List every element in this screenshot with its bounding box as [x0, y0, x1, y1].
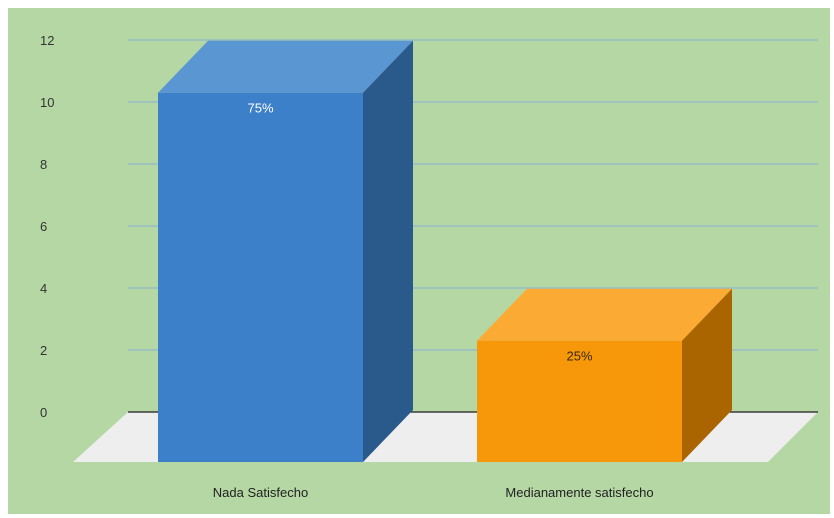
bar-side [363, 40, 413, 462]
bar-front [477, 340, 682, 462]
labels: 75% Nada Satisfecho 25% Medianamente satisf… [213, 101, 654, 500]
x-category-label: Medianamente satisfecho [505, 485, 653, 500]
bars [158, 40, 732, 462]
bar-top [158, 40, 413, 93]
y-axis: 0 2 4 6 8 10 12 [40, 33, 54, 420]
y-tick-label: 2 [40, 343, 47, 358]
y-tick-label: 0 [40, 405, 47, 420]
y-tick-label: 10 [40, 95, 54, 110]
bar-side [682, 288, 732, 462]
data-label: 75% [247, 101, 273, 116]
y-tick-label: 12 [40, 33, 54, 48]
data-label: 25% [566, 349, 592, 364]
x-category-label: Nada Satisfecho [213, 485, 308, 500]
bar-front [158, 92, 363, 462]
bar-top [477, 288, 732, 341]
bar-2 [477, 288, 732, 462]
y-tick-label: 8 [40, 157, 47, 172]
y-tick-label: 4 [40, 281, 47, 296]
bar-1 [158, 40, 413, 462]
y-tick-label: 6 [40, 219, 47, 234]
